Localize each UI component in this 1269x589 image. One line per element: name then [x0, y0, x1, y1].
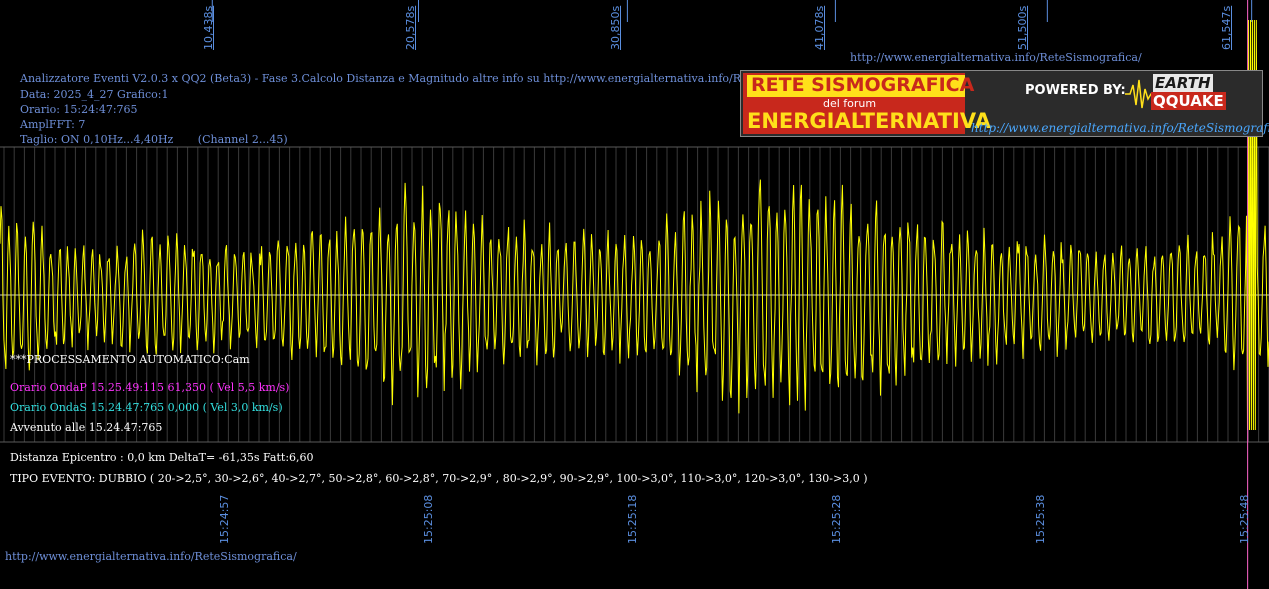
tick-marks	[211, 0, 1253, 22]
avvenuto-line: Avvenuto alle 15.24.47:765	[10, 421, 163, 434]
logo-title: RETE SISMOGRAFICA	[751, 74, 975, 96]
bottom-tick-label: 15:25:18	[626, 494, 639, 544]
bottom-tick-label: 15:25:08	[422, 494, 435, 544]
analyzer-title: Analizzatore Eventi V2.0.3 x QQ2 (Beta3)…	[20, 72, 786, 85]
top-url-link[interactable]: http://www.energialternativa.info/ReteSi…	[850, 51, 1142, 64]
top-tick-label: 10,438s	[202, 5, 215, 50]
logo-quake-word: QQUAKE	[1151, 92, 1226, 110]
top-tick-label: 51,500s	[1016, 5, 1029, 50]
ampl-fft-line: AmplFFT: 7	[20, 118, 86, 131]
distanza-line: Distanza Epicentro : 0,0 km DeltaT= -61,…	[10, 451, 314, 464]
bottom-url-link[interactable]: http://www.energialternativa.info/ReteSi…	[5, 550, 297, 563]
bottom-tick-label: 15:25:48	[1238, 494, 1251, 544]
taglio-line: Taglio: ON 0,10Hz...4,40Hz (Channel 2...…	[20, 133, 288, 146]
logo-subtitle: del forum	[823, 97, 877, 110]
bottom-tick-label: 15:25:38	[1034, 494, 1047, 544]
onda-s-line: Orario OndaS 15.24.47:765 0,000 ( Vel 3,…	[10, 401, 283, 414]
seismograph-wave-icon	[1125, 79, 1155, 109]
logo-yellow-band	[747, 75, 965, 97]
processing-auto-line: ***PROCESSAMENTO AUTOMATICO:Cam	[10, 353, 250, 366]
rete-sismografica-logo[interactable]: RETE SISMOGRAFICA del forum ENERGIALTERN…	[740, 70, 1269, 137]
onda-p-line: Orario OndaP 15.25.49:115 61,350 ( Vel 5…	[10, 381, 290, 394]
bottom-tick-label: 15:24:57	[218, 494, 231, 544]
orario-line: Orario: 15:24:47:765	[20, 103, 138, 116]
top-tick-label: 41,078s	[813, 5, 826, 50]
logo-brand: ENERGIALTERNATIVA	[747, 109, 991, 133]
logo-url[interactable]: http://www.energialternativa.info/ReteSi…	[971, 121, 1269, 135]
logo-earth-word: EARTH	[1153, 74, 1213, 92]
data-line: Data: 2025_4_27 Grafico:1	[20, 88, 169, 101]
top-tick-label: 30,850s	[609, 5, 622, 50]
seismic-trace	[0, 19, 1269, 431]
logo-powered-by: POWERED BY:	[1025, 83, 1126, 98]
top-tick-label: 61,547s	[1220, 5, 1233, 50]
tipo-evento-line: TIPO EVENTO: DUBBIO ( 20->2,5°, 30->2,6°…	[10, 472, 868, 485]
top-tick-label: 20,578s	[404, 5, 417, 50]
bottom-tick-label: 15:25:28	[830, 494, 843, 544]
